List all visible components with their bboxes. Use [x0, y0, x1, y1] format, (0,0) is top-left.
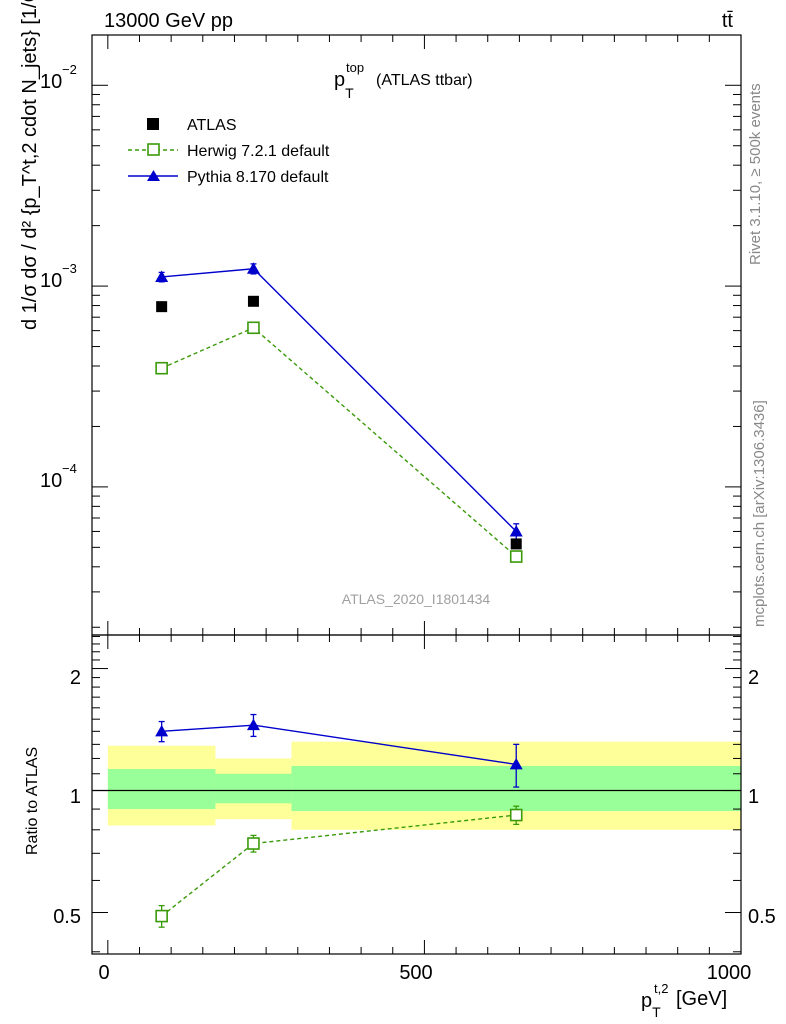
main-ylabel-text: d 1/σ dσ / d² {p_T^t,2 cdot N_jets} [1/G…	[19, 0, 41, 330]
ratio-ytick-label-right: 0.5	[748, 906, 776, 928]
ratio-ylabel: Ratio to ATLAS	[24, 747, 41, 855]
ratio-band-inner	[107, 769, 216, 810]
ratio-band-inner	[215, 773, 292, 804]
legend-marker-herwig	[147, 143, 160, 156]
analysis-watermark: ATLAS_2020_I1801434	[342, 591, 491, 607]
xlabel-suffix: [GeV]	[676, 988, 727, 1010]
ratio-ytick-label-left: 2	[70, 667, 81, 689]
ratio-ytick-label-right: 1	[748, 786, 759, 808]
main-ytick-exponent: −2	[62, 62, 77, 77]
atlas-point	[156, 301, 168, 313]
pythia-point	[246, 262, 260, 274]
herwig-point	[155, 361, 168, 375]
ratio-herwig-point	[155, 909, 168, 923]
frames	[91, 34, 742, 955]
main-ytick-exponent: −4	[62, 461, 77, 476]
legend-label-herwig: Herwig 7.2.1 default	[187, 143, 330, 160]
legend-marker-atlas	[147, 118, 159, 130]
ratio-ytick-label-left: 0.5	[53, 906, 81, 928]
xtick-label: 1000	[707, 962, 752, 984]
main-title-suffix: (ATLAS ttbar)	[376, 72, 473, 89]
main-ylabel: d 1/σ dσ / d² {p_T^t,2 cdot N_jets} [1/G…	[19, 0, 41, 330]
mcplots-label: mcplots.cern.ch [arXiv:1306.3436]	[751, 400, 768, 627]
pythia-point	[155, 270, 169, 282]
main-ytick-exponent: −3	[62, 261, 77, 276]
process-label: tt̄	[722, 10, 734, 32]
xtick-labels: 0 500 1000	[98, 962, 751, 984]
main-ytick-label: 10	[40, 71, 62, 93]
ratio-pythia-point	[509, 757, 523, 770]
herwig-line	[161, 326, 517, 558]
ratio-ytick-labels: 2 1 0.5 2 1 0.5	[53, 667, 776, 928]
pythia-line	[161, 268, 517, 532]
atlas-point	[247, 295, 259, 307]
ratio-ytick-label-right: 2	[748, 667, 759, 689]
ratio-pythia-point	[246, 718, 260, 731]
herwig-point	[509, 550, 523, 563]
ratio-frame	[91, 634, 742, 955]
pythia-point	[509, 524, 523, 537]
legend-label-atlas: ATLAS	[187, 117, 237, 134]
herwig-point	[247, 321, 260, 335]
ratio-herwig-line	[161, 814, 517, 917]
energy-label: 13000 GeV pp	[104, 10, 233, 32]
main-ytick-labels: 10 −2 10 −3 10 −4	[40, 62, 77, 492]
ratio-bands	[92, 741, 741, 830]
ratio-herwig-point	[247, 837, 260, 850]
atlas-point	[510, 538, 522, 550]
legend-marker-pythia	[147, 170, 160, 181]
xlabel: pT	[641, 990, 661, 1020]
xtick-label: 500	[399, 962, 432, 984]
xtick-label: 0	[98, 962, 109, 984]
ratio-pythia-point	[155, 724, 169, 737]
main-ytick-label: 10	[40, 270, 62, 292]
ratio-series	[155, 713, 523, 928]
legend: ATLAS Herwig 7.2.1 default Pythia 8.170 …	[128, 117, 330, 186]
axis-ticks	[92, 35, 742, 954]
main-title: pT	[334, 69, 354, 101]
main-series	[155, 262, 523, 563]
legend-label-pythia: Pythia 8.170 default	[187, 169, 329, 186]
ratio-herwig-point	[509, 808, 523, 822]
main-ytick-label: 10	[40, 470, 62, 492]
rivet-label: Rivet 3.1.10, ≥ 500k events	[747, 83, 764, 265]
main-title-sup: top	[346, 60, 364, 75]
xlabel-sup: t,2	[654, 981, 668, 996]
ratio-ytick-label-left: 1	[70, 786, 81, 808]
